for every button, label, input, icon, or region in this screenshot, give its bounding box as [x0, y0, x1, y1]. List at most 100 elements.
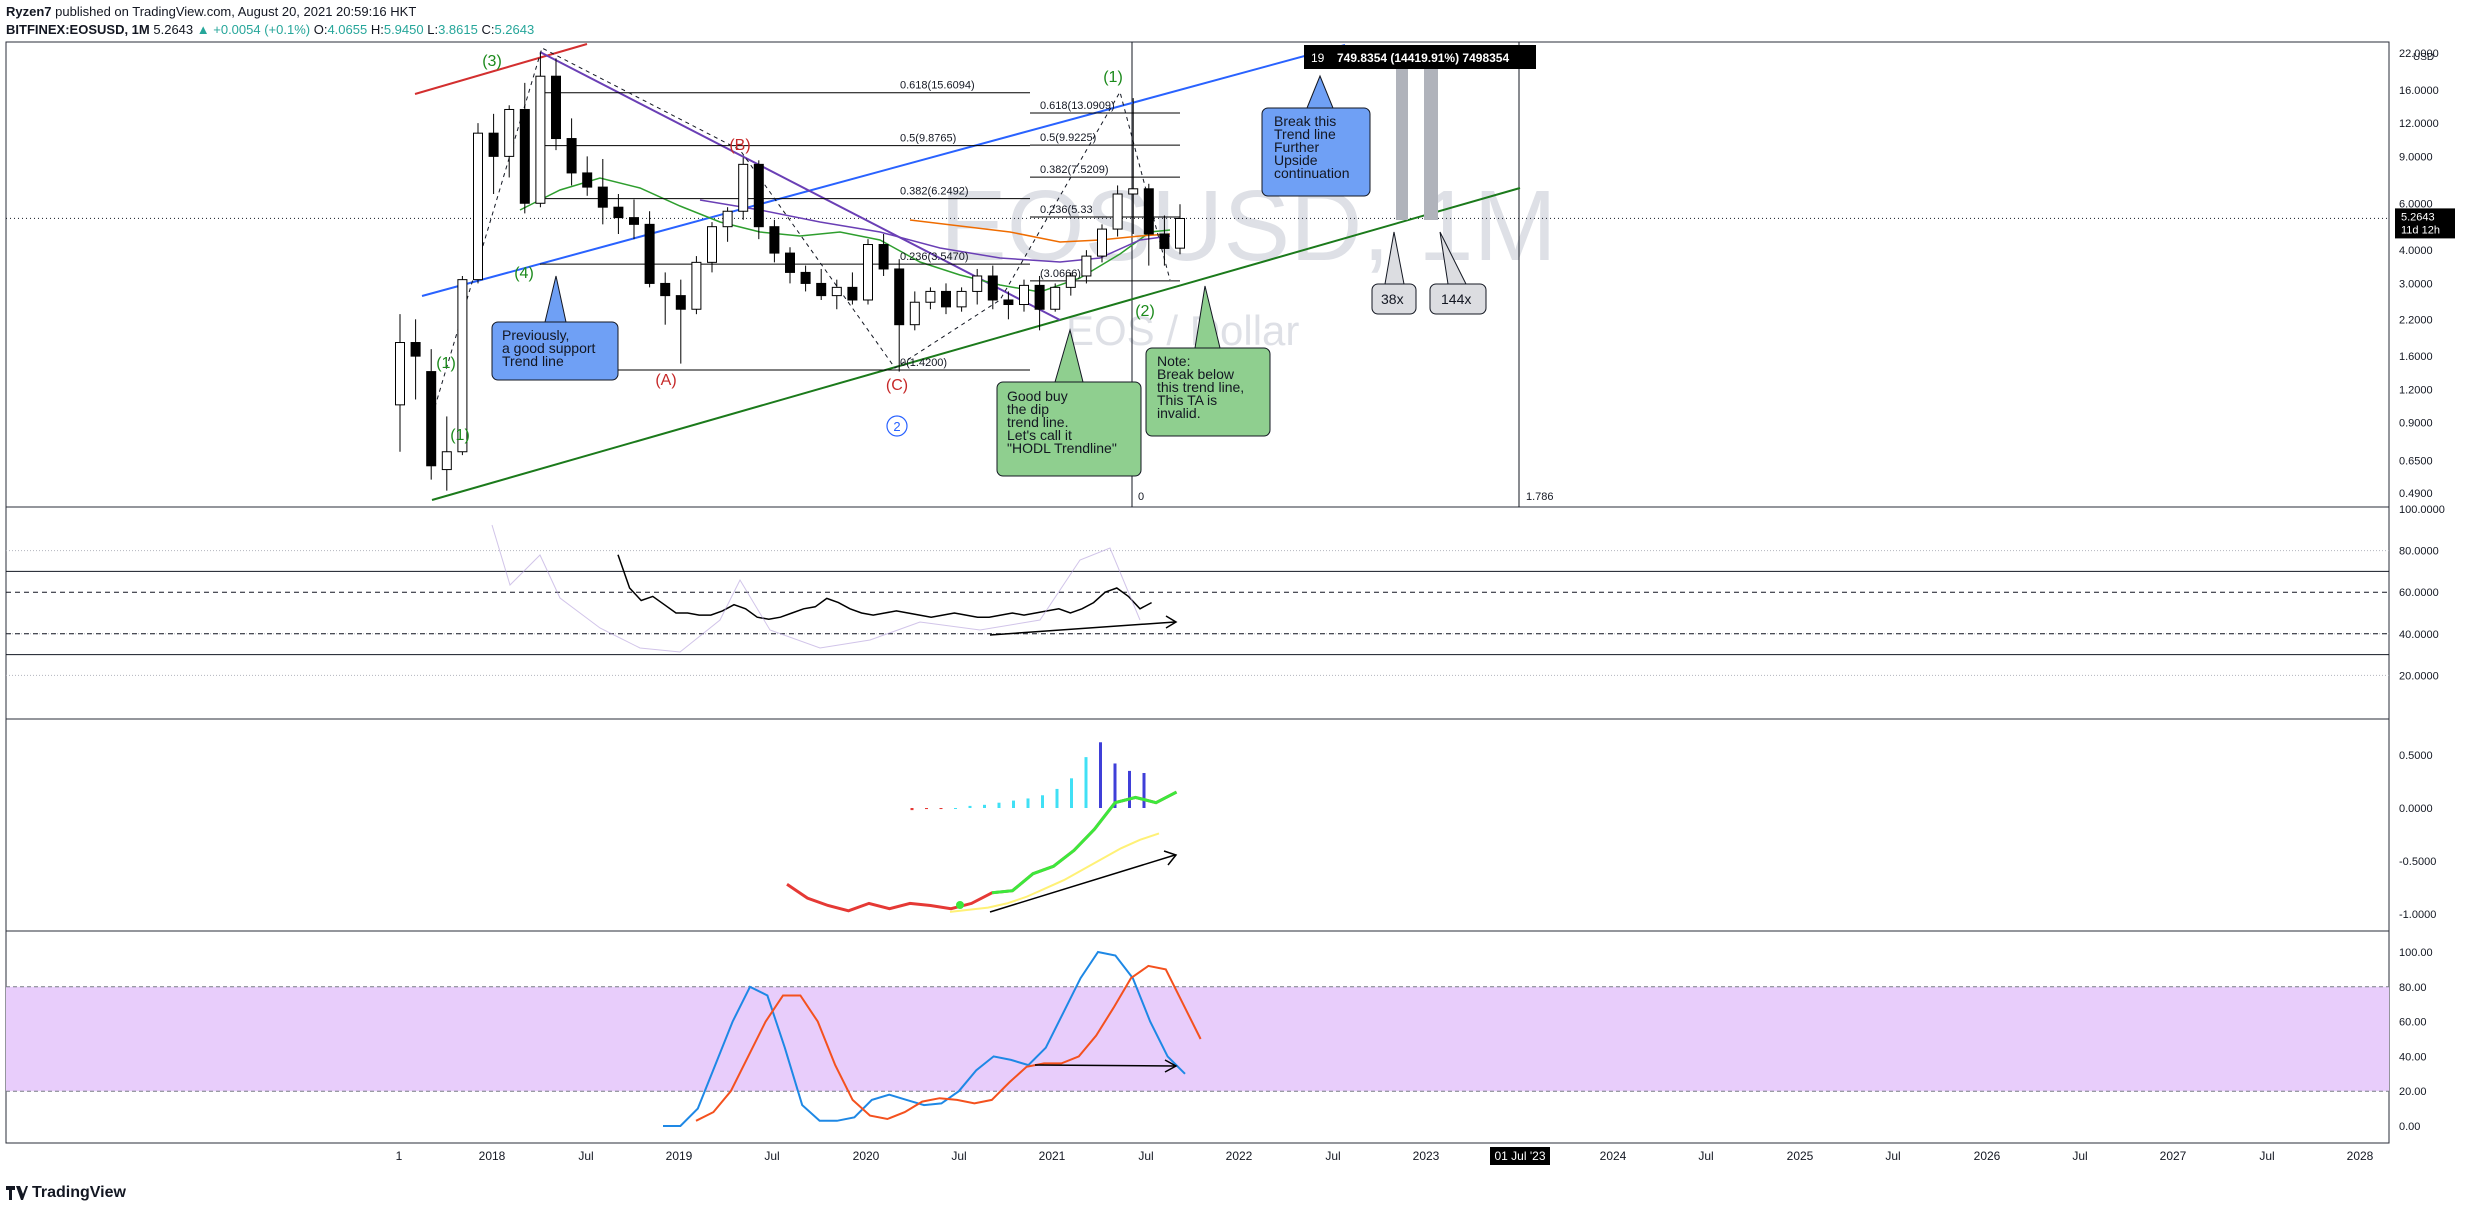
macd-hist-bar: [954, 808, 957, 809]
stoch-tick-label: 0.00: [2399, 1121, 2420, 1133]
price-tick-label: 0.4900: [2399, 488, 2433, 500]
rsi-faint-line: [491, 524, 1141, 653]
wave-label-2: 2: [893, 419, 900, 434]
candle-body: [847, 286, 858, 301]
fib-level-label: 0.5(9.8765): [900, 133, 956, 145]
rsi-tick-label: 40.0000: [2399, 629, 2439, 641]
tradingview-logo-icon: [6, 1186, 28, 1200]
x-tick-label: Jul: [764, 1149, 779, 1163]
ma-purple-line: [699, 199, 1171, 263]
wave-label: (C): [886, 377, 908, 394]
x-tick-label: 2019: [666, 1149, 693, 1163]
macd-hist-bar: [1070, 778, 1073, 808]
macd-pane[interactable]: [786, 742, 1178, 913]
purple-descending-trendline: [539, 51, 1061, 321]
candle-body: [441, 451, 452, 471]
measure-prefix: 19: [1311, 51, 1325, 65]
symbol-legend: BITFINEX:EOSUSD, 1M 5.2643 ▲ +0.0054 (+0…: [6, 22, 534, 37]
macd-hist-bar: [939, 808, 943, 810]
stoch-tick-label: 60.00: [2399, 1017, 2427, 1029]
x-tick-label: Jul: [1698, 1149, 1713, 1163]
x-tick-label: Jul: [2072, 1149, 2087, 1163]
callout-note-text-line-2: this trend line,: [1157, 379, 1244, 395]
macd-signal-line: [949, 832, 1160, 913]
wave-label: (1): [1103, 69, 1123, 86]
candle-body: [800, 271, 811, 284]
price-pane[interactable]: 0.618(15.6094) 0.5(9.8765) 0.382(6.2492) 0.…: [6, 42, 2389, 507]
red-top-trendline: [414, 43, 588, 95]
candle-body: [457, 279, 468, 453]
candle-body: [738, 163, 749, 212]
annotations: (3) (4) (1) (1) (1) (2) (B) (A) (C) 2 Previously,a…: [436, 45, 1554, 503]
stoch-tick-label: 20.00: [2399, 1086, 2427, 1098]
rsi-pane[interactable]: [6, 524, 2389, 676]
callout-note-text-line-4: invalid.: [1157, 405, 1201, 421]
callout-144x-pointer: [1439, 231, 1467, 285]
stoch-tick-label: 100.00: [2399, 947, 2433, 959]
callout-note-pointer: [1194, 285, 1221, 349]
callout-previously-pointer: [544, 275, 567, 323]
stoch-band: [6, 986, 2389, 1092]
callout-hodl-pointer: [1054, 328, 1084, 383]
x-crosshair-label: 01 Jul '23: [1495, 1149, 1546, 1163]
candle-body: [941, 290, 951, 308]
macd-hist-bar: [1012, 800, 1015, 808]
stoch-d-line: [695, 964, 1202, 1122]
macd-arrow-head: [1163, 850, 1178, 866]
candle-body: [1050, 286, 1061, 310]
tradingview-logo[interactable]: TradingView: [6, 1184, 126, 1202]
x-tick-label: 2027: [2160, 1149, 2187, 1163]
macd-line-red: [786, 790, 1178, 913]
last-price-badge: [2395, 208, 2455, 239]
macd-divergence-arrow: [989, 854, 1176, 913]
candle-body: [769, 226, 780, 254]
callout-note-text-line-0: Note:: [1157, 353, 1190, 369]
price-tick-label: 2.2000: [2399, 314, 2433, 326]
candle-body: [956, 290, 967, 308]
rsi-tick-label: 100.0000: [2399, 504, 2445, 516]
x-crosshair-badge: [1490, 1147, 1550, 1165]
macd-tick-label: -1.0000: [2399, 909, 2436, 921]
fib-level-label: 0.5(9.9225): [1040, 132, 1096, 144]
candle-body: [644, 223, 655, 284]
rsi-line: [617, 554, 1152, 620]
candle-body: [707, 226, 717, 263]
candle-body: [831, 286, 842, 297]
callout-hodl-text-line-2: trend line.: [1007, 414, 1068, 430]
measure-label: 749.8354 (14419.91%) 7498354: [1337, 51, 1509, 65]
callout-note-text-line-3: This TA is: [1157, 392, 1217, 408]
candle-body: [753, 163, 764, 228]
price-unit-label: USD: [2413, 52, 2434, 63]
symbol-label[interactable]: BITFINEX:EOSUSD, 1M: [6, 22, 150, 37]
fib-level-label: 0.236(3.5470): [900, 251, 969, 263]
candle-body: [1034, 284, 1045, 310]
ratio-label: 1.786: [1526, 491, 1554, 503]
axes[interactable]: 22.0000 16.0000 12.0000 9.0000 6.0000 4.0000 3…: [396, 48, 2455, 1165]
price-tick-label: 6.0000: [2399, 198, 2433, 210]
macd-hist-bar: [910, 808, 914, 811]
callout-previously-text-line-2: Trend line: [502, 353, 564, 369]
candle-body: [1175, 217, 1185, 249]
stoch-pane[interactable]: [6, 950, 2389, 1127]
candle-body: [566, 138, 577, 174]
measure-label-box: [1304, 45, 1536, 69]
x-tick-label: Jul: [2259, 1149, 2274, 1163]
callout-38x-text-line-0: 38x: [1381, 291, 1404, 307]
rsi-arrow-head: [1165, 615, 1178, 629]
rsi-tick-label: 60.0000: [2399, 587, 2439, 599]
open-value: 4.0655: [327, 22, 368, 37]
candle-body: [863, 244, 873, 301]
candle-body: [925, 290, 936, 303]
macd-hist-bar: [983, 804, 986, 808]
callout-break-text-line-4: continuation: [1274, 165, 1350, 181]
x-tick-label: 2022: [1226, 1149, 1253, 1163]
stoch-tick-label: 80.00: [2399, 982, 2427, 994]
price-tick-label: 16.0000: [2399, 85, 2439, 97]
x-tick-label: 2021: [1039, 1149, 1066, 1163]
last-price: 5.2643: [153, 22, 194, 37]
candle-body: [1112, 193, 1123, 230]
pane-rsi-border: [5, 506, 2390, 720]
price-tick-label: 9.0000: [2399, 151, 2433, 163]
callout-break-text-line-3: Upside: [1274, 152, 1318, 168]
